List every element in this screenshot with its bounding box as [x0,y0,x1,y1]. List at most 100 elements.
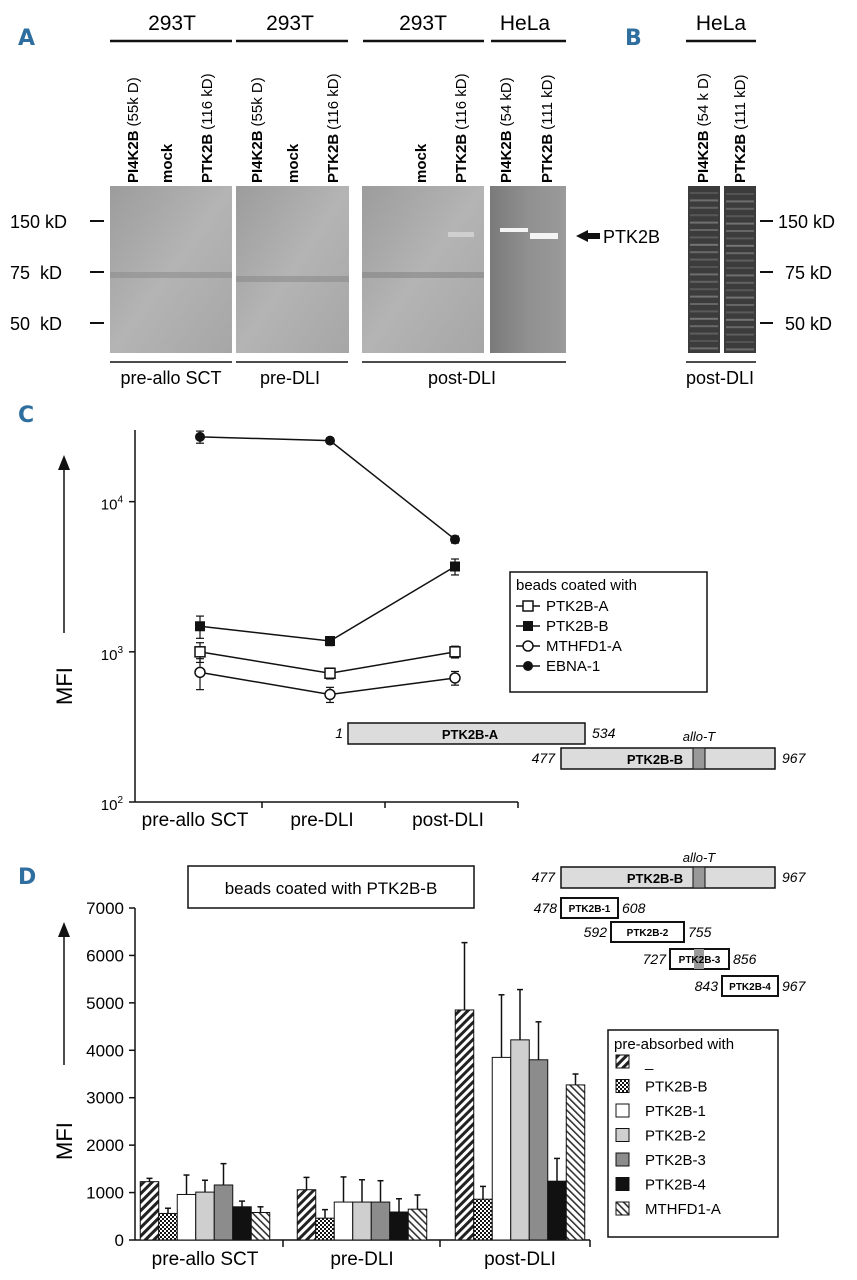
blot-band [690,192,718,194]
blot-bands [690,192,754,351]
condition-label: post-DLI [686,368,754,388]
blot-band [690,273,718,276]
construct-start: 477 [532,750,557,766]
blot-band [690,199,718,202]
blot-band [726,326,754,329]
construct-label: PTK2B-4 [729,982,771,993]
blot-band [690,206,718,209]
construct-bar [560,866,776,889]
arrow-up-icon [58,922,70,937]
data-point [450,534,460,545]
blot-image [110,186,232,353]
blot-band [690,258,718,261]
blot-band [726,289,754,292]
blot-band [726,296,754,299]
bar [565,1084,586,1241]
series-line [199,436,456,541]
legend-title: pre-absorbed with [614,1036,734,1053]
construct-start: 843 [695,978,719,994]
legend-label: EBNA-1 [546,658,600,675]
x-tick-label: pre-allo SCT [152,1249,259,1270]
blot-image [490,186,566,353]
data-point [324,688,336,701]
y-tick-label: 102 [101,795,124,814]
bar [158,1212,178,1241]
blot-band [726,274,754,277]
bar [547,1180,567,1241]
bar [491,1056,512,1241]
x-tick-label: post-DLI [484,1249,556,1270]
legend-label: PTK2B-A [546,598,609,615]
legend-label: PTK2B-1 [645,1103,706,1120]
construct-label: PTK2B-3 [679,955,721,966]
y-tick-label: 4000 [86,1041,124,1060]
data-point [194,646,206,658]
panel-label-a: A [18,26,35,51]
construct-bar [721,975,779,997]
blot-band [726,222,754,225]
lane-label: mock [159,143,176,183]
mw-marker: 75 kD [785,263,832,283]
legend-label: PTK2B-2 [645,1128,706,1145]
data-point [324,667,336,680]
construct-end: 967 [782,978,807,994]
data-point [195,621,205,632]
blot-band [726,304,754,306]
blot-band [726,348,754,351]
blot-band [236,276,349,282]
blot-band [726,281,754,284]
construct-start: 478 [534,900,558,916]
legend-label: MTHFD1-A [546,638,622,655]
panel-label-b: B [625,26,642,51]
legend-label: PTK2B-B [645,1079,708,1096]
blot-band [690,303,718,305]
construct-label: PTK2B-1 [569,904,611,915]
blot-image [724,186,756,353]
bar [213,1184,234,1241]
legend-label: MTHFD1-A [645,1201,721,1218]
data-point [450,561,460,572]
blot-band [690,251,718,254]
legend-label: PTK2B-4 [645,1177,706,1194]
data-point [523,621,533,631]
lane-label: PTK2B(116 kD) [325,73,342,183]
data-point [325,435,335,446]
allo-t-region [692,866,706,889]
y-tick-label: 3000 [86,1089,124,1108]
arrow-icon [576,230,600,242]
blot-image [236,186,349,353]
allo-t-region [692,747,706,770]
blot-band [726,341,754,343]
cell-line-label: 293T [399,12,447,35]
construct-label: PTK2B-A [442,727,499,742]
blot-band [726,244,754,247]
legend-title: beads coated with [516,577,637,594]
series-line [199,565,456,642]
legend-swatch [615,1103,630,1118]
lane-label: PTK2B(116 kD) [453,73,470,183]
blot-band [690,347,718,350]
lane-label: PTK2B(111 kD) [732,75,749,183]
construct-label: PTK2B-B [627,871,683,886]
lane-label: PI4K2B(54 kD) [498,77,515,183]
blot-band [110,272,232,278]
lane-label: PTK2B(116 kD) [199,73,216,183]
condition-label: post-DLI [428,368,496,388]
condition-label: pre-DLI [260,368,320,388]
legend-swatch [615,1128,630,1142]
blot-band [690,221,718,224]
blot-band [690,266,718,268]
cell-line-label: HeLa [500,12,551,35]
lane-label: mock [285,143,302,183]
data-point [522,640,534,652]
panel-label-c: C [18,403,34,428]
mw-marker: 150 kD [778,212,835,232]
blot-band [726,215,754,218]
lane-label: PI4K2B(55k D) [249,77,266,183]
construct-start: 592 [584,924,608,940]
construct-end: 608 [622,900,646,916]
legend-label: PTK2B-3 [645,1152,706,1169]
lane-label: mock [413,143,430,183]
y-tick-label: 2000 [86,1136,124,1155]
blot-band [690,310,718,313]
